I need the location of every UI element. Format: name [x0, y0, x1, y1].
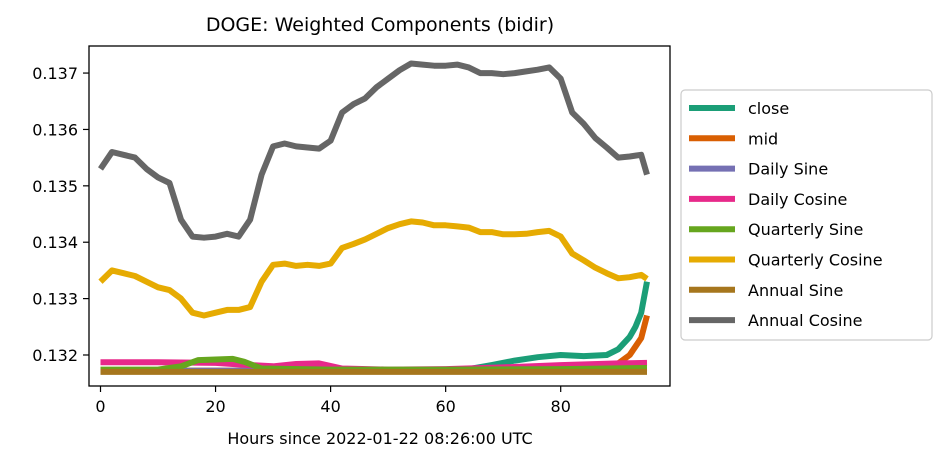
legend-label: Annual Sine	[748, 281, 843, 300]
legend-label: Quarterly Sine	[748, 220, 863, 239]
series-line-annual-cosine	[98, 60, 650, 241]
x-axis-ticks: 0 20 40 60 80	[95, 386, 571, 416]
series-line-daily-cosine	[100, 359, 648, 373]
legend-label: Daily Cosine	[748, 190, 847, 209]
y-tick-label: 0.134	[32, 233, 78, 252]
legend-label: close	[748, 99, 789, 118]
x-tick-label: 40	[320, 397, 340, 416]
series-line-quarterly-cosine	[98, 218, 649, 319]
y-tick-label: 0.133	[32, 290, 78, 309]
series-line-close	[100, 281, 650, 374]
x-tick-label: 0	[95, 397, 105, 416]
legend-label: Annual Cosine	[748, 311, 862, 330]
legend: close mid Daily Sine Daily Cosine Quarterly …	[680, 89, 933, 341]
y-tick-label: 0.137	[32, 64, 78, 83]
chart-title: DOGE: Weighted Components (bidir)	[206, 14, 554, 36]
x-tick-label: 20	[205, 397, 225, 416]
y-axis-ticks: 0.132 0.133 0.134 0.135 0.136 0.137	[32, 64, 89, 365]
axes-frame	[88, 45, 671, 387]
legend-frame	[680, 89, 933, 341]
y-tick-label: 0.135	[32, 177, 78, 196]
legend-label: mid	[748, 129, 778, 148]
legend-label: Quarterly Cosine	[748, 251, 883, 270]
plot-area	[98, 60, 650, 375]
x-tick-label: 80	[551, 397, 571, 416]
x-axis-label: Hours since 2022-01-22 08:26:00 UTC	[227, 429, 532, 448]
y-tick-label: 0.136	[32, 120, 78, 139]
x-tick-label: 60	[435, 397, 455, 416]
legend-label: Daily Sine	[748, 160, 828, 179]
y-tick-label: 0.132	[32, 346, 78, 365]
